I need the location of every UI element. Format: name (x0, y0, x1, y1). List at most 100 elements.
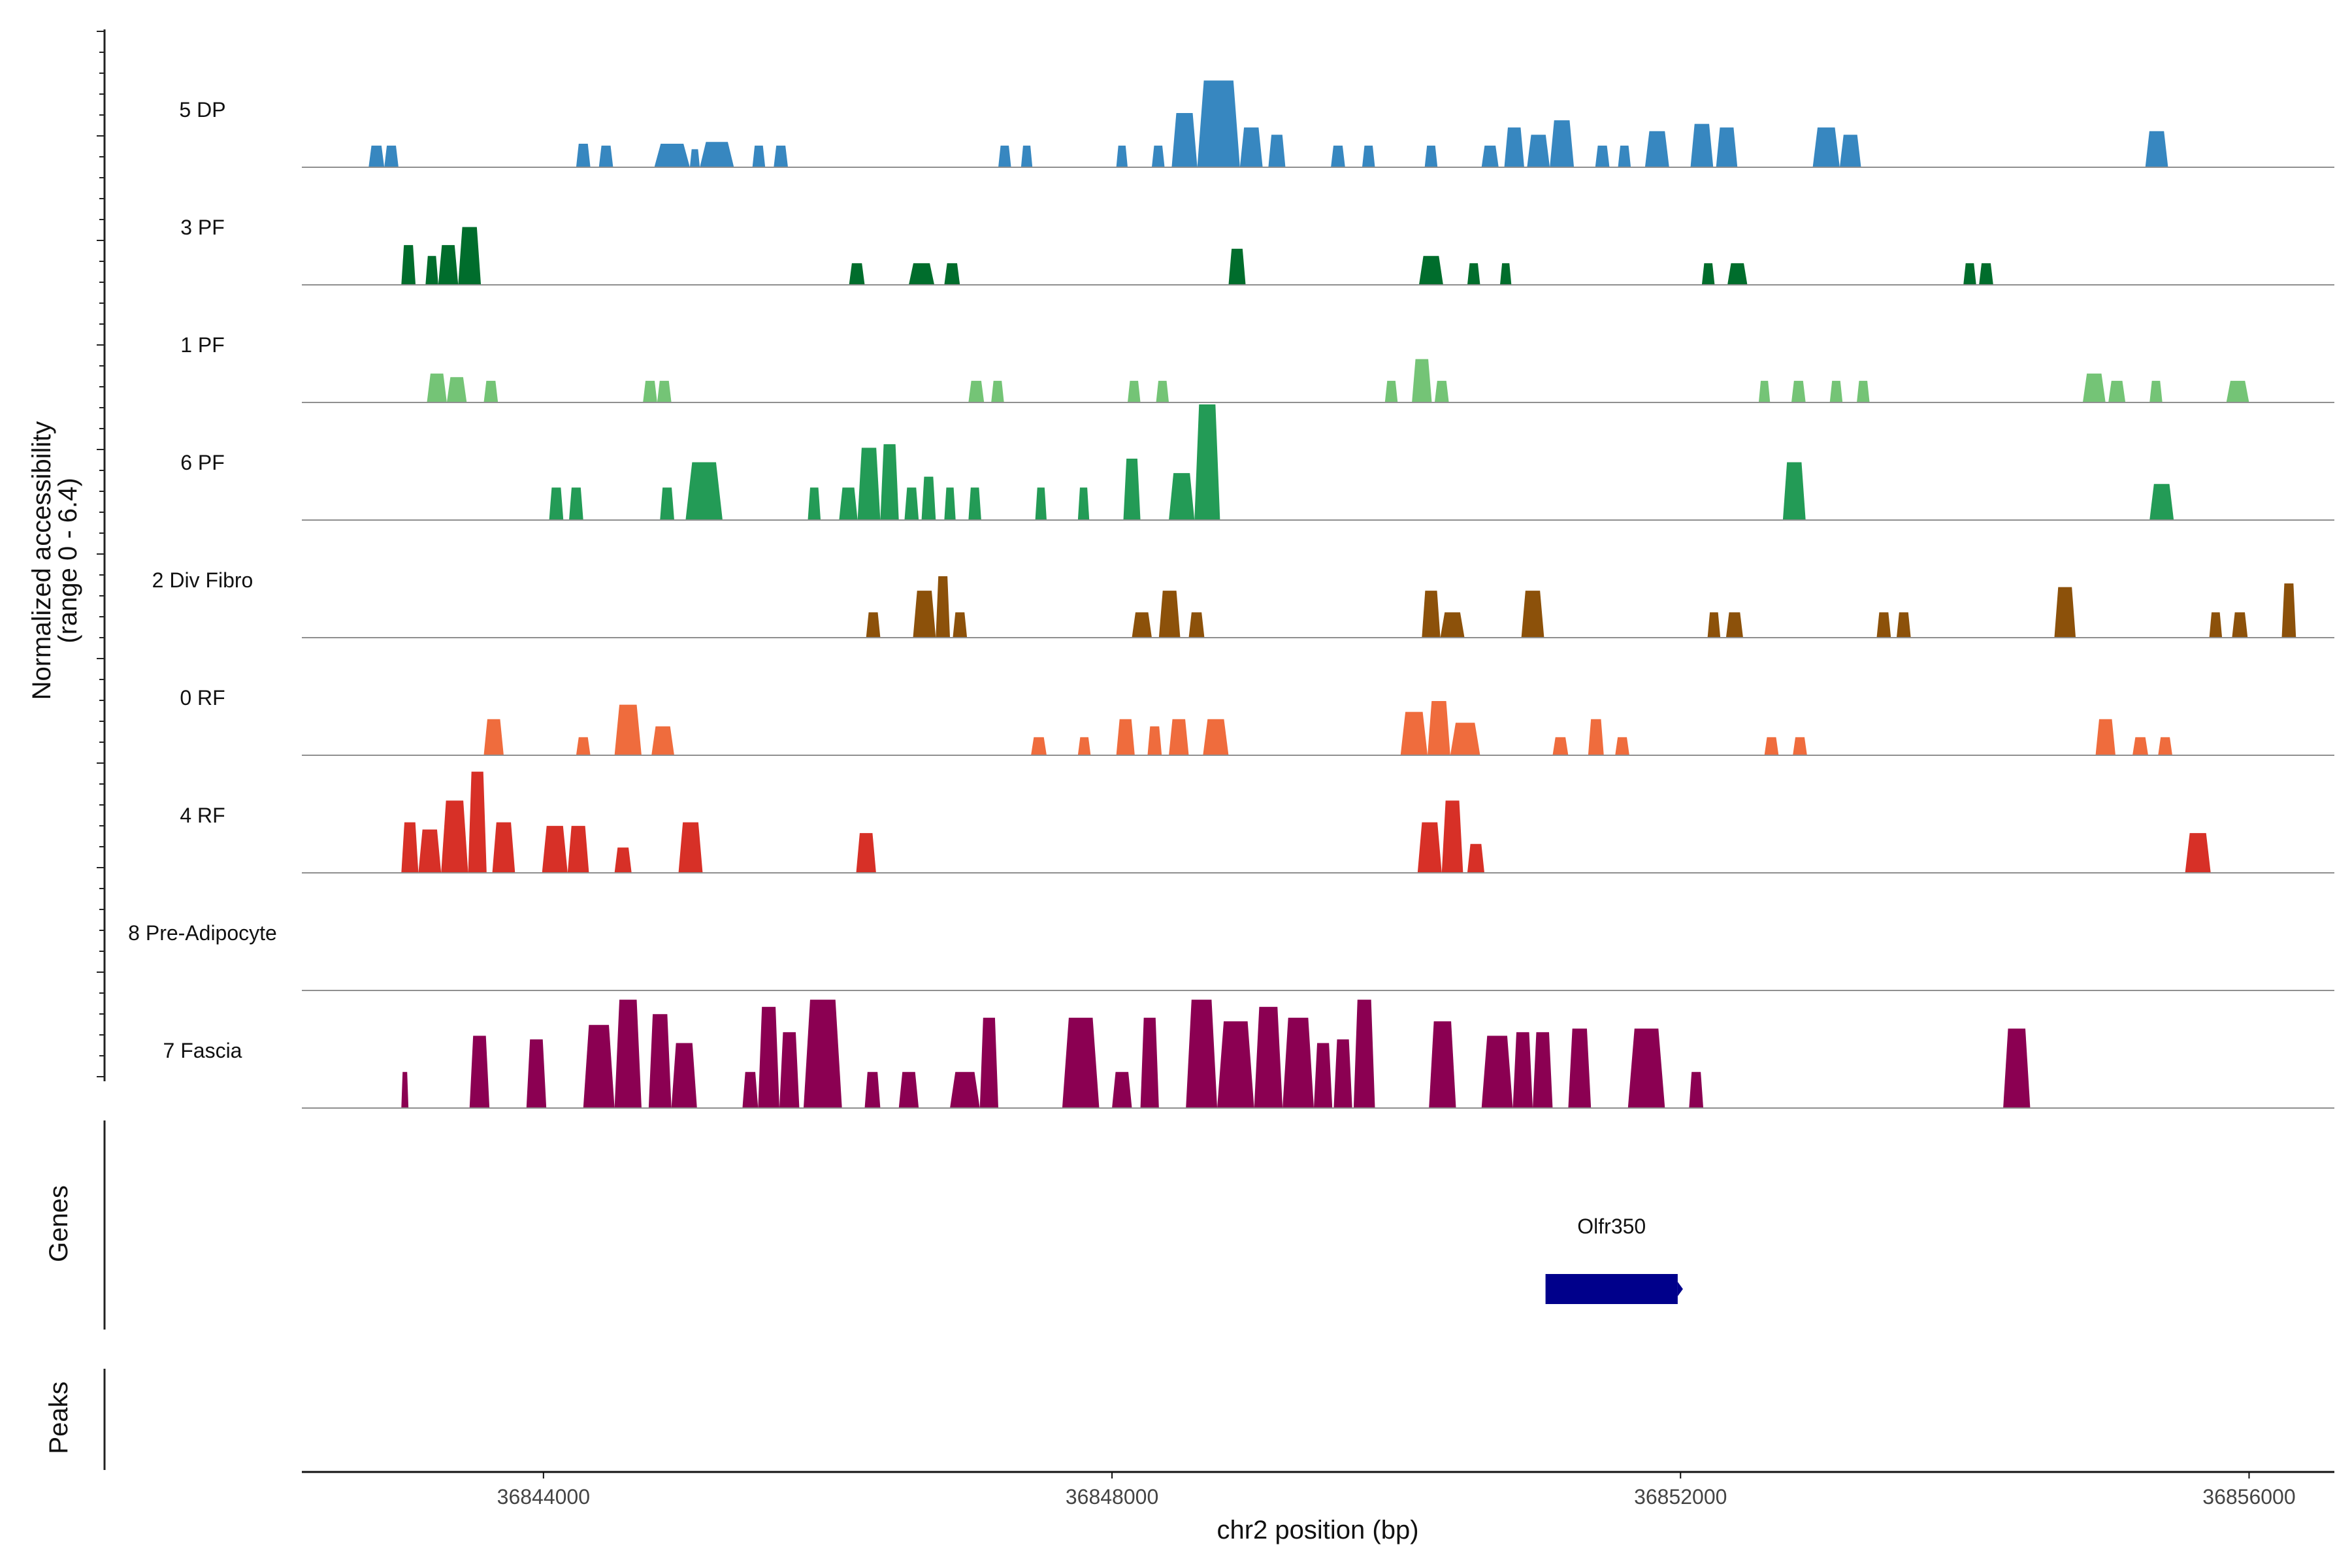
peak (968, 487, 981, 520)
track-label: 6 PF (180, 451, 225, 474)
peak (1021, 145, 1033, 167)
peaks-track-label: Peaks (44, 1381, 73, 1454)
peak (2149, 380, 2163, 402)
peak (567, 826, 589, 873)
peak (614, 847, 632, 873)
peak (1169, 473, 1195, 520)
peak (671, 1043, 697, 1108)
peak (1812, 127, 1840, 167)
peak (1764, 737, 1779, 755)
peak (1727, 263, 1748, 285)
peak (856, 833, 876, 873)
peak (1268, 135, 1286, 167)
peak (1194, 404, 1220, 520)
peak (1979, 263, 1993, 285)
peak (2158, 737, 2172, 755)
peak (774, 145, 789, 167)
peak (2209, 612, 2223, 638)
peak (953, 612, 968, 638)
track-label: 5 DP (179, 98, 225, 122)
peak (779, 1032, 800, 1108)
track-label: 7 Fascia (163, 1039, 242, 1062)
gene-body (1545, 1274, 1678, 1304)
peak (549, 487, 564, 520)
peak (427, 373, 447, 402)
peak (1353, 1000, 1375, 1108)
peak (866, 612, 881, 638)
peak (1116, 145, 1128, 167)
peak (944, 487, 956, 520)
x-tick-label: 36856000 (2202, 1485, 2295, 1509)
peak (1595, 145, 1610, 167)
peak (1417, 822, 1442, 873)
peak (643, 380, 657, 402)
peak (1217, 1021, 1254, 1108)
peak (1186, 1000, 1218, 1108)
peak (1140, 1017, 1159, 1108)
peak (2108, 380, 2126, 402)
peak (1527, 135, 1550, 167)
peak (1077, 487, 1090, 520)
peak (1440, 612, 1465, 638)
peak (401, 1071, 409, 1108)
peak (1552, 737, 1569, 755)
peak (857, 448, 881, 520)
y-axis-title: Normalized accessibility (27, 421, 56, 700)
peak (998, 145, 1011, 167)
peak (1171, 113, 1198, 167)
peak (2185, 833, 2211, 873)
peak (880, 444, 899, 520)
peak (1512, 1032, 1533, 1108)
peak (1203, 719, 1229, 755)
track-label: 8 Pre-Adipocyte (128, 921, 277, 945)
peak (1116, 719, 1135, 755)
peak (583, 1024, 615, 1108)
peak (2082, 373, 2106, 402)
peak (839, 487, 858, 520)
track-label: 2 Div Fibro (152, 568, 253, 592)
peak (1504, 127, 1524, 167)
peak (1707, 612, 1721, 638)
peak (657, 380, 672, 402)
peak (1829, 380, 1843, 402)
peak (384, 145, 399, 167)
peak (568, 487, 583, 520)
peak (1422, 591, 1441, 638)
tracks: 5 DP 3 PF 1 PF 6 PF 2 Div Fibro 0 RF 4 RF 8 Pre… (128, 80, 2334, 1109)
peak (1568, 1028, 1592, 1108)
peak (542, 826, 568, 873)
peak (648, 1014, 672, 1108)
peak (1782, 462, 1806, 520)
peak (458, 227, 482, 285)
peak (991, 380, 1004, 402)
genes-layer: Olfr350 (1545, 1215, 1683, 1304)
peak (1791, 380, 1806, 402)
peak (2281, 583, 2296, 638)
peak (654, 144, 690, 167)
peak (2226, 380, 2249, 402)
peak (1197, 80, 1240, 167)
peak (1716, 127, 1738, 167)
peak (1963, 263, 1976, 285)
peak (1112, 1071, 1132, 1108)
peak (1313, 1043, 1333, 1108)
peak (1062, 1017, 1100, 1108)
peak (944, 263, 960, 285)
peak (1418, 255, 1443, 285)
track-8-pre-adipocyte: 8 Pre-Adipocyte (128, 921, 2334, 991)
peak (1615, 737, 1629, 755)
peak (936, 576, 951, 638)
peak (2232, 612, 2248, 638)
peak (1362, 145, 1375, 167)
peak (1132, 612, 1152, 638)
peak (1429, 1021, 1456, 1108)
peak (803, 1000, 842, 1108)
peak (2145, 131, 2168, 167)
peak (1521, 591, 1544, 638)
gene-label: Olfr350 (1577, 1215, 1646, 1238)
peak (1031, 737, 1047, 755)
axes: 36844000 36848000 36852000 36856000 (97, 29, 2334, 1509)
peak (1627, 1028, 1665, 1108)
peak (1725, 612, 1743, 638)
